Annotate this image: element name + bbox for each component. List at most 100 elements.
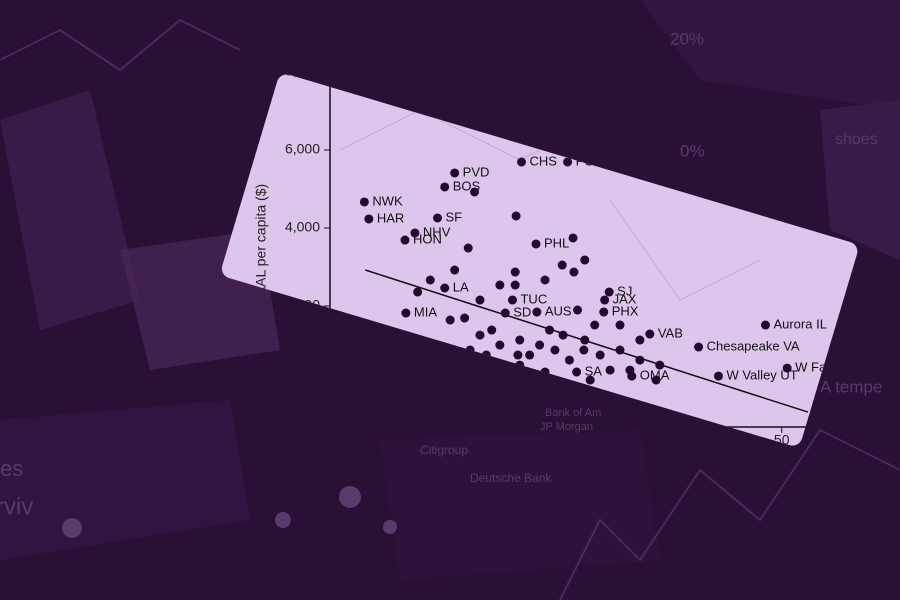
background-text: shoes — [835, 131, 878, 148]
point — [585, 375, 595, 385]
point — [531, 239, 541, 249]
point — [413, 287, 423, 297]
point — [511, 211, 521, 221]
y-tick-label: 4,000 — [285, 219, 320, 235]
point — [515, 335, 525, 345]
background-text: Deutsche Bank — [470, 471, 552, 485]
point — [615, 345, 625, 355]
point — [495, 340, 505, 350]
point-label: HAR — [377, 210, 404, 225]
point — [550, 345, 560, 355]
point — [604, 287, 614, 297]
point-label: LA — [453, 279, 469, 294]
point — [573, 305, 583, 315]
point — [600, 295, 610, 305]
point — [400, 235, 410, 245]
background-text: 20% — [670, 29, 704, 48]
point — [450, 265, 460, 275]
point — [510, 267, 520, 277]
point — [635, 355, 645, 365]
point — [507, 295, 517, 305]
point — [557, 260, 567, 270]
point — [535, 340, 545, 350]
point — [760, 320, 770, 330]
point — [694, 342, 704, 352]
point-label: SD — [513, 304, 531, 319]
point — [580, 255, 590, 265]
point-label: W Fa — [795, 360, 827, 375]
point — [545, 325, 555, 335]
point-label: Chesapeake VA — [707, 338, 800, 353]
point — [440, 182, 450, 192]
point-label: SJ — [617, 283, 632, 298]
point-label: VAB — [658, 325, 683, 340]
point — [460, 313, 470, 323]
point — [625, 365, 635, 375]
point — [568, 233, 578, 243]
point — [558, 330, 568, 340]
point — [635, 335, 645, 345]
background-text: es — [0, 456, 23, 481]
point — [475, 330, 485, 340]
background-text: JP Morgan — [540, 421, 593, 433]
point — [495, 280, 505, 290]
point — [525, 350, 535, 360]
point-label: MIA — [414, 304, 437, 319]
background-text: Citigroup — [420, 443, 468, 457]
background-text: Bank of Am — [545, 407, 601, 419]
point-label: CHS — [530, 153, 558, 168]
point — [605, 365, 615, 375]
point — [651, 375, 661, 385]
point — [580, 335, 590, 345]
point — [433, 213, 443, 223]
point-label: TUC — [520, 291, 547, 306]
point — [359, 197, 369, 207]
point-label: NWK — [372, 193, 403, 208]
background-text: 0% — [680, 141, 705, 160]
point — [450, 168, 460, 178]
point — [517, 157, 527, 167]
point-label: HON — [413, 231, 442, 246]
point-label: PHX — [612, 303, 639, 318]
point — [655, 360, 665, 370]
point — [425, 275, 435, 285]
point — [564, 355, 574, 365]
point — [645, 329, 655, 339]
point-label: SF — [446, 209, 463, 224]
point-label: JAX — [613, 291, 637, 306]
point — [563, 157, 573, 167]
point — [595, 350, 605, 360]
point — [463, 243, 473, 253]
point — [513, 350, 523, 360]
point-label: SA — [585, 363, 603, 378]
background-text: rviv — [0, 493, 33, 520]
y-tick-label: 6,000 — [285, 141, 320, 157]
point — [410, 228, 420, 238]
point — [510, 280, 520, 290]
point — [470, 187, 480, 197]
point-label: PHL — [544, 235, 569, 250]
point — [782, 363, 792, 373]
point-label: AUS — [545, 303, 572, 318]
point — [713, 371, 723, 381]
point-label: OMA — [640, 368, 670, 383]
point — [500, 308, 510, 318]
point — [572, 367, 582, 377]
background-text: A tempe — [820, 377, 882, 396]
point — [532, 307, 542, 317]
point — [364, 214, 374, 224]
point — [487, 325, 497, 335]
point-label: Aurora IL — [773, 316, 826, 331]
point — [440, 283, 450, 293]
point — [540, 275, 550, 285]
point — [590, 320, 600, 330]
point — [401, 308, 411, 318]
point — [475, 295, 485, 305]
point-label: PVD — [463, 164, 490, 179]
point — [615, 320, 625, 330]
point — [445, 315, 455, 325]
point — [599, 307, 609, 317]
point-label: NHV — [423, 224, 451, 239]
point — [579, 345, 589, 355]
